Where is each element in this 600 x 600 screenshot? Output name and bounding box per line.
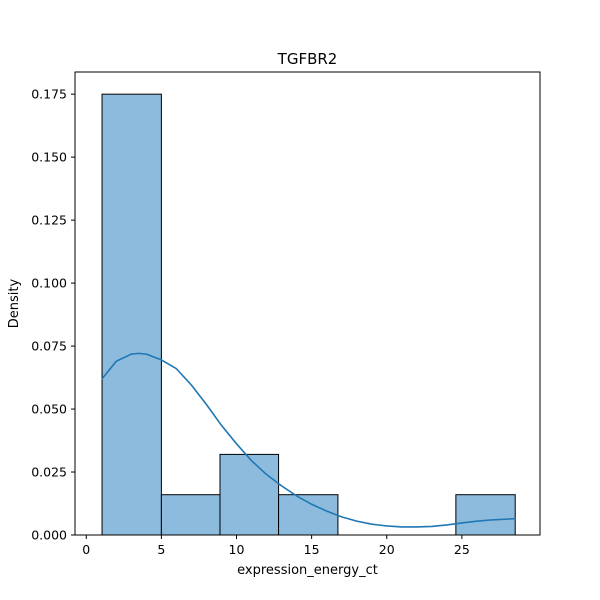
histogram-bar-0 (101, 93, 162, 536)
x-tick-label: 10 (229, 542, 245, 557)
y-tick-label: 0.025 (31, 465, 67, 480)
y-tick-label: 0.050 (31, 402, 67, 417)
histogram-bar-2 (219, 453, 280, 536)
y-axis-label: Density (7, 278, 22, 328)
kde-layer (101, 352, 517, 528)
x-tick-label: 5 (157, 542, 165, 557)
histogram-bar-1 (160, 494, 221, 536)
y-tick-label: 0.075 (31, 339, 67, 354)
y-tick-label: 0.100 (31, 276, 67, 291)
histogram-bar-3 (278, 494, 339, 536)
x-tick-label: 20 (379, 542, 395, 557)
chart-title: TGFBR2 (277, 50, 338, 68)
plot-frame (74, 71, 541, 536)
x-axis-label: expression_energy_ct (237, 563, 378, 578)
x-tick-label: 15 (304, 542, 320, 557)
histogram-bar-4 (455, 494, 516, 536)
x-axis-ticks: 0 5 10 15 20 25 (82, 535, 470, 557)
y-tick-label: 0.000 (31, 528, 67, 543)
x-tick-label: 0 (82, 542, 90, 557)
y-tick-label: 0.175 (31, 87, 67, 102)
y-axis-ticks: 0.000 0.025 0.050 0.075 0.100 0.125 0.150 0.175 (31, 87, 75, 543)
histogram-bars (101, 93, 516, 536)
y-tick-label: 0.150 (31, 150, 67, 165)
x-tick-label: 25 (454, 542, 470, 557)
y-tick-label: 0.125 (31, 213, 67, 228)
kde-curve (101, 352, 517, 528)
